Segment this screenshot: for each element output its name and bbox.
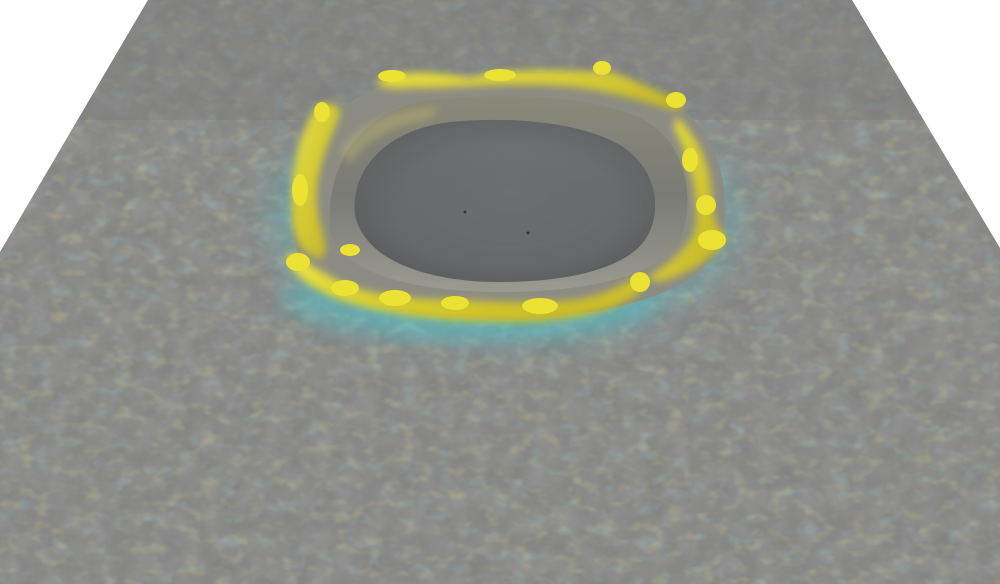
rim-nodules [286,61,726,314]
inner-wall-highlight [340,106,440,165]
crater [293,72,726,318]
